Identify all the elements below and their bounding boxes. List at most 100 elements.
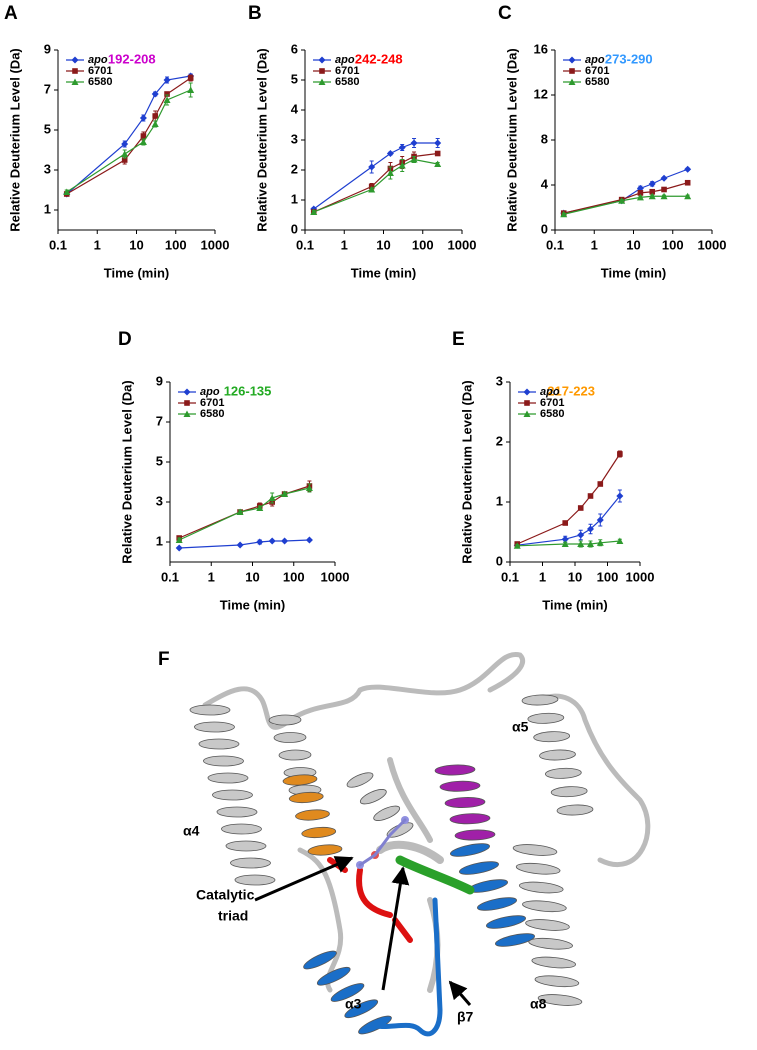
data-point — [175, 544, 183, 552]
helix-turn — [449, 813, 491, 825]
x-tick-label: 1 — [341, 237, 348, 252]
helix-turn — [537, 994, 583, 1006]
data-point — [175, 536, 183, 543]
legend-label: 6701 — [88, 65, 112, 77]
y-tick-label: 7 — [156, 413, 163, 428]
x-axis-title: Time (min) — [542, 597, 608, 612]
x-tick-label: 100 — [283, 569, 305, 584]
helix-turn — [515, 862, 561, 875]
helix-turn — [282, 774, 318, 786]
data-point — [140, 133, 147, 139]
helix-turn — [454, 829, 496, 841]
data-point — [577, 505, 584, 511]
legend-label: 6701 — [200, 397, 224, 409]
legend-label: apo — [585, 54, 605, 66]
data-point — [661, 186, 667, 193]
data-point — [63, 188, 71, 195]
y-tick-label: 4 — [291, 101, 299, 116]
arrow — [254, 856, 354, 902]
helix-turn — [295, 809, 330, 821]
helix-turn — [525, 919, 570, 931]
x-tick-label: 0.1 — [546, 237, 564, 252]
chart-title: 192-208 — [108, 51, 156, 66]
panel-letter: D — [118, 329, 132, 350]
x-axis-title: Time (min) — [220, 597, 286, 612]
helix-turn — [494, 933, 536, 947]
x-tick-label: 0.1 — [49, 237, 67, 252]
helix-turn — [544, 767, 582, 779]
series-line — [517, 495, 621, 546]
y-tick-label: 6 — [291, 41, 298, 56]
legend-marker — [524, 400, 530, 406]
x-tick-label: 10 — [568, 569, 582, 584]
panel-letter: B — [248, 3, 262, 24]
data-point — [561, 535, 569, 543]
y-axis-title: Relative Deuterium Level (Da) — [254, 48, 269, 232]
y-axis-title: Relative Deuterium Level (Da) — [119, 380, 134, 564]
data-point — [617, 451, 623, 457]
data-point — [256, 538, 264, 546]
data-point — [648, 180, 656, 188]
legend-label: apo — [88, 54, 108, 66]
data-point — [410, 139, 418, 147]
helix-turn — [316, 966, 351, 986]
helix-turn — [273, 732, 307, 743]
helix-turn — [550, 786, 588, 798]
data-point — [587, 540, 595, 547]
legend-marker — [569, 68, 575, 74]
data-point — [236, 508, 244, 515]
legend-label: 6580 — [540, 408, 564, 420]
helix-turn — [303, 950, 337, 970]
data-point — [305, 536, 313, 544]
y-axis-title: Relative Deuterium Level (Da) — [7, 48, 22, 232]
data-point — [386, 169, 394, 176]
helix-turn — [522, 900, 567, 913]
x-tick-label: 100 — [662, 237, 684, 252]
helix-turn — [288, 791, 324, 804]
data-point — [648, 192, 656, 200]
data-point — [649, 188, 656, 195]
y-tick-label: 0 — [496, 553, 503, 568]
x-tick-label: 1 — [539, 569, 546, 584]
legend-marker — [183, 388, 191, 396]
data-point — [139, 138, 147, 145]
y-axis-title: Relative Deuterium Level (Da) — [504, 48, 519, 232]
y-tick-label: 5 — [44, 121, 51, 136]
helix-label: α3 — [345, 996, 362, 1012]
data-point — [616, 537, 624, 544]
legend-marker — [72, 68, 78, 74]
helix-turn — [512, 844, 558, 856]
helix-turn — [307, 844, 343, 856]
helix-label: α4 — [183, 823, 200, 839]
legend-marker — [523, 410, 531, 417]
data-point — [121, 157, 128, 163]
data-point — [596, 539, 604, 546]
x-tick-label: 10 — [626, 237, 640, 252]
series-line — [313, 158, 438, 213]
data-point — [637, 190, 644, 196]
loop — [357, 652, 525, 696]
loop — [376, 840, 444, 864]
y-tick-label: 3 — [496, 373, 503, 388]
data-point — [410, 156, 418, 163]
legend-label: apo — [335, 54, 355, 66]
y-tick-label: 2 — [291, 161, 298, 176]
helix-turn — [230, 857, 271, 869]
chart-title: 126-135 — [224, 383, 272, 398]
data-point — [434, 160, 442, 167]
y-tick-label: 1 — [291, 191, 298, 206]
arrow — [448, 980, 472, 1006]
helix-turn — [346, 772, 374, 788]
helix-turn — [198, 738, 240, 750]
data-point — [386, 150, 394, 157]
helix-turn — [189, 704, 231, 716]
x-tick-label: 1000 — [448, 237, 477, 252]
data-point — [268, 494, 276, 501]
data-point — [616, 492, 624, 500]
legend-label: 6580 — [335, 76, 359, 88]
legend-label: 6580 — [200, 408, 224, 420]
data-point — [434, 139, 442, 147]
y-tick-label: 4 — [541, 176, 549, 191]
data-point — [187, 86, 195, 93]
